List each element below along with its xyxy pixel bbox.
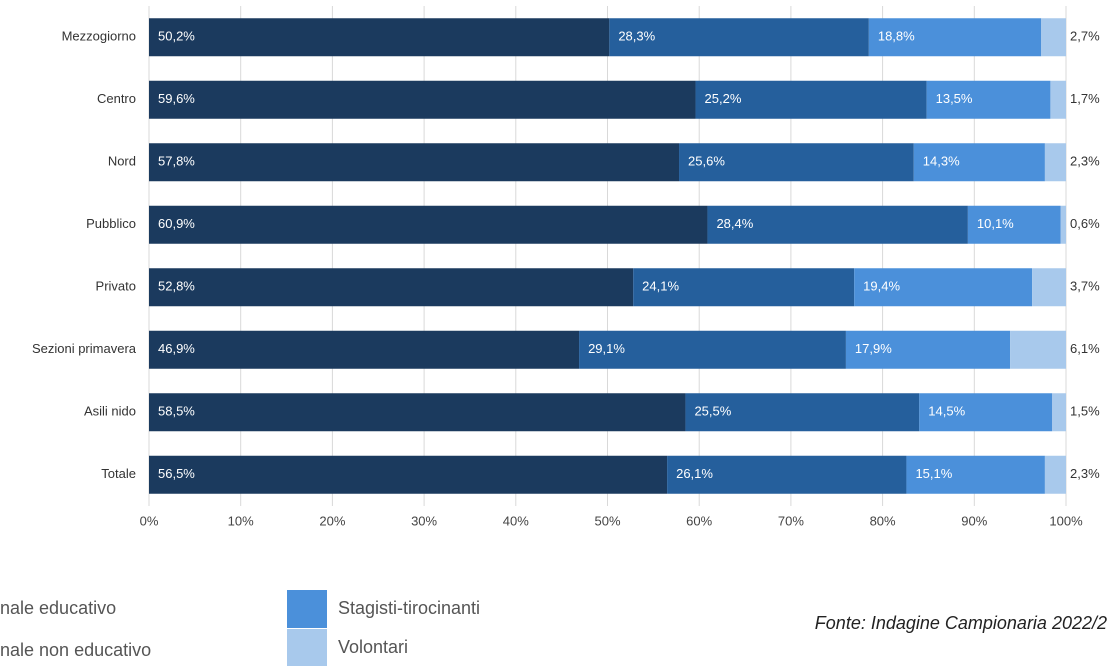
bar-segment [679, 143, 914, 182]
bar-segment [695, 80, 927, 119]
bar-segment [906, 455, 1045, 494]
bar-segment [868, 18, 1042, 57]
bar-segment [1041, 18, 1066, 57]
source-note: Fonte: Indagine Campionaria 2022/2 [815, 613, 1107, 633]
value-label: 56,5% [158, 466, 195, 481]
legend-swatch [287, 590, 327, 628]
x-tick-label: 90% [961, 513, 987, 528]
bar-segment [149, 393, 686, 432]
value-label: 28,3% [618, 29, 655, 44]
bar-segment [854, 268, 1033, 307]
y-tick-label: Privato [96, 279, 136, 294]
bar-segment [633, 268, 855, 307]
value-label: 17,9% [855, 341, 892, 356]
value-label: 0,6% [1070, 216, 1100, 231]
bar-segment [913, 143, 1045, 182]
bar-segment [919, 393, 1053, 432]
value-label: 3,7% [1070, 279, 1100, 294]
bar-segment [1052, 393, 1066, 432]
bar-segment [149, 143, 680, 182]
bar-segment [579, 330, 846, 369]
bar-segment [1050, 80, 1066, 119]
value-label: 46,9% [158, 341, 195, 356]
y-tick-label: Pubblico [86, 216, 136, 231]
value-label: 18,8% [878, 29, 915, 44]
x-tick-label: 30% [411, 513, 437, 528]
legend-label: Volontari [338, 637, 408, 657]
bar-segment [845, 330, 1011, 369]
bar-segment [1060, 205, 1066, 244]
y-tick-label: Totale [101, 466, 136, 481]
bar-segment [149, 268, 634, 307]
x-tick-label: 70% [778, 513, 804, 528]
value-label: 2,7% [1070, 29, 1100, 44]
value-label: 1,5% [1070, 404, 1100, 419]
value-label: 10,1% [977, 216, 1014, 231]
x-tick-label: 40% [503, 513, 529, 528]
x-tick-label: 100% [1049, 513, 1083, 528]
legend-swatch [287, 629, 327, 666]
bar-segment [967, 205, 1061, 244]
legend-label: nale non educativo [0, 640, 151, 660]
value-label: 2,3% [1070, 466, 1100, 481]
value-label: 60,9% [158, 216, 195, 231]
x-tick-label: 50% [594, 513, 620, 528]
value-label: 52,8% [158, 279, 195, 294]
value-label: 14,5% [928, 404, 965, 419]
value-label: 58,5% [158, 404, 195, 419]
legend-label: Stagisti-tirocinanti [338, 598, 480, 618]
x-tick-label: 80% [870, 513, 896, 528]
value-label: 19,4% [863, 279, 900, 294]
value-label: 57,8% [158, 154, 195, 169]
x-tick-label: 0% [140, 513, 159, 528]
value-label: 2,3% [1070, 154, 1100, 169]
value-label: 50,2% [158, 29, 195, 44]
y-tick-label: Mezzogiorno [62, 29, 136, 44]
bar-segment [1010, 330, 1066, 369]
x-tick-label: 10% [228, 513, 254, 528]
value-label: 25,2% [705, 91, 742, 106]
bar-segment [685, 393, 920, 432]
bar-segment [149, 205, 708, 244]
x-tick-label: 20% [319, 513, 345, 528]
bar-segment [1044, 143, 1066, 182]
bar-segment [926, 80, 1051, 119]
bar-segment [609, 18, 869, 57]
bar-segment [149, 330, 580, 369]
value-label: 6,1% [1070, 341, 1100, 356]
value-label: 14,3% [923, 154, 960, 169]
value-label: 15,1% [915, 466, 952, 481]
value-label: 25,5% [694, 404, 731, 419]
value-label: 29,1% [588, 341, 625, 356]
bar-segment [149, 80, 696, 119]
value-label: 1,7% [1070, 91, 1100, 106]
bar-segment [667, 455, 907, 494]
value-label: 26,1% [676, 466, 713, 481]
x-tick-label: 60% [686, 513, 712, 528]
y-tick-label: Sezioni primavera [32, 341, 137, 356]
y-tick-label: Nord [108, 154, 136, 169]
y-tick-label: Centro [97, 91, 136, 106]
bar-segment [707, 205, 968, 244]
value-label: 24,1% [642, 279, 679, 294]
legend-label: nale educativo [0, 598, 116, 618]
value-label: 25,6% [688, 154, 725, 169]
bar-segment [1044, 455, 1066, 494]
value-label: 13,5% [936, 91, 973, 106]
value-label: 28,4% [716, 216, 753, 231]
value-label: 59,6% [158, 91, 195, 106]
bar-segment [149, 18, 610, 57]
bar-segment [149, 455, 668, 494]
bar-segment [1032, 268, 1066, 307]
y-tick-label: Asili nido [84, 404, 136, 419]
